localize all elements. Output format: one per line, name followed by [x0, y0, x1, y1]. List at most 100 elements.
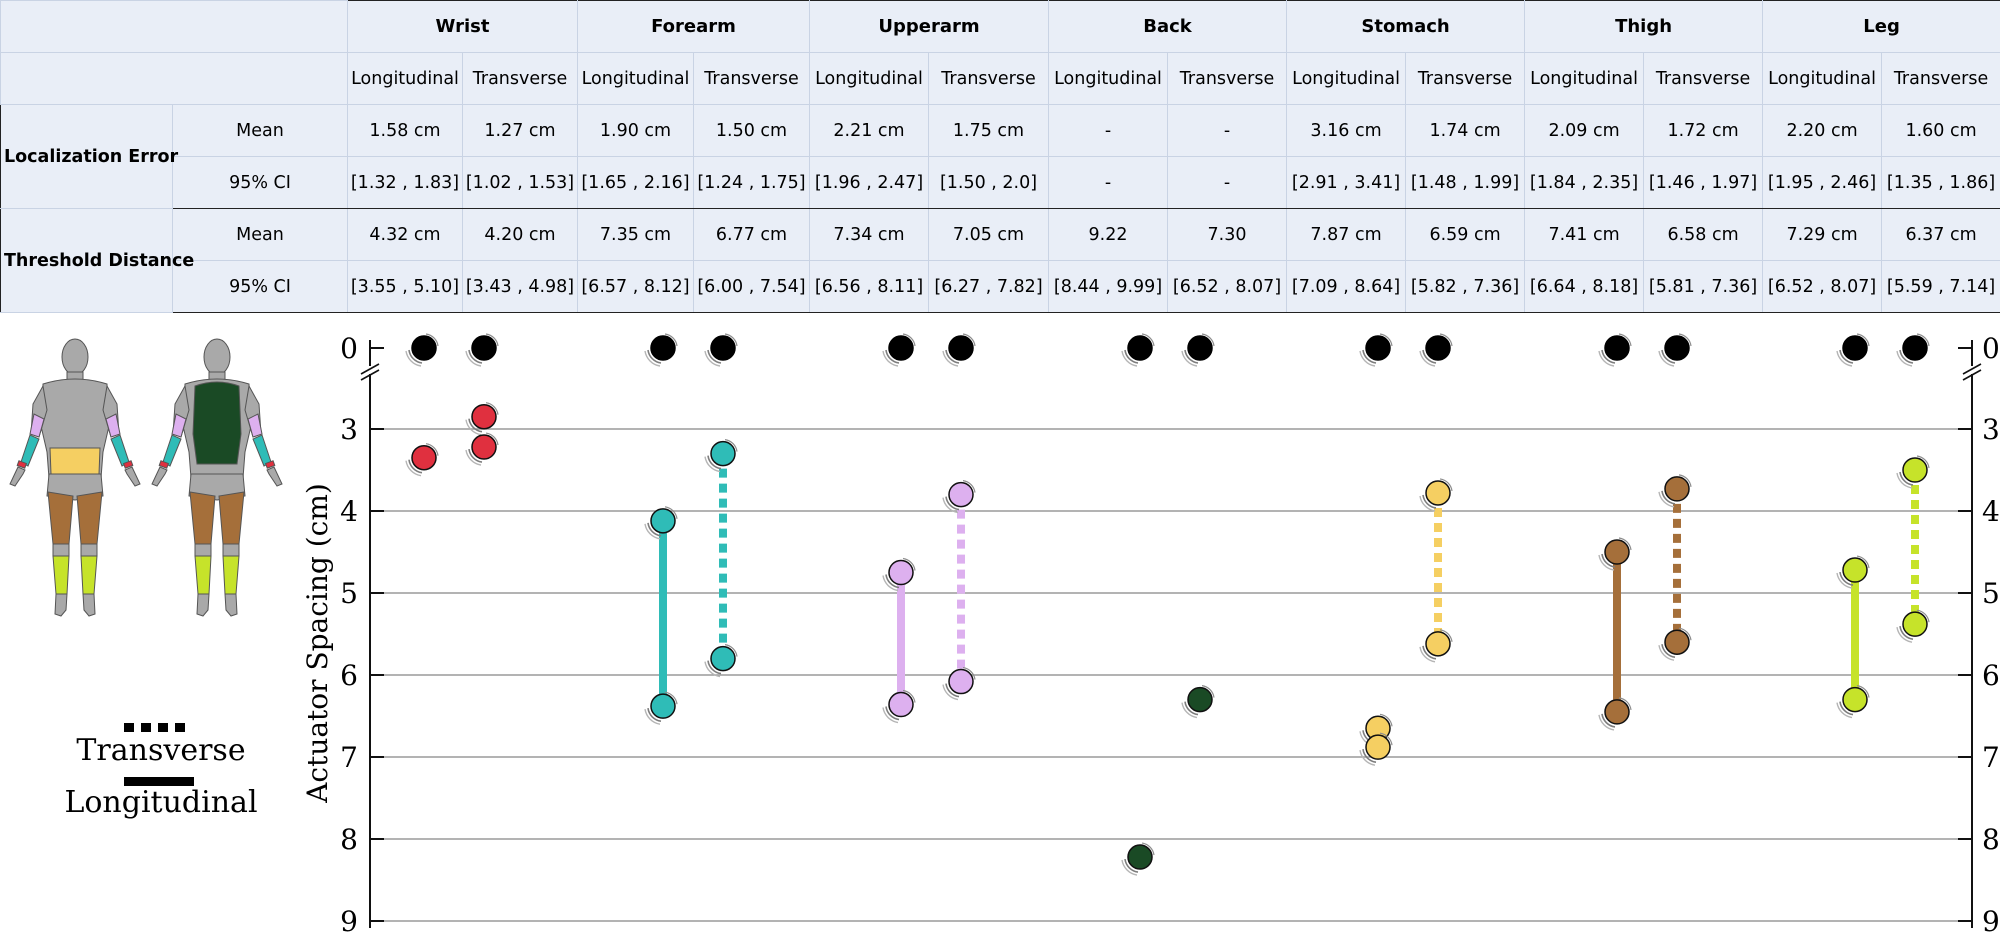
- table-cell: 4.20 cm: [462, 208, 578, 261]
- table-cell: [1.48 , 1.99]: [1405, 156, 1526, 209]
- direction-header: Longitudinal: [347, 52, 463, 105]
- table-cell: 1.27 cm: [462, 104, 578, 157]
- series-back-transverse: [1181, 685, 1215, 719]
- y-tick-label-left: 3: [340, 413, 358, 446]
- y-tick-label-right: 4: [1982, 495, 2000, 528]
- table-cell: [6.00 , 7.54]: [692, 260, 811, 313]
- table-cell: [3.55 , 5.10]: [347, 260, 463, 313]
- table-cell: 9.22: [1048, 208, 1169, 261]
- table-cell: [1.46 , 1.97]: [1643, 156, 1764, 209]
- table-cell: [5.81 , 7.36]: [1643, 260, 1764, 313]
- table-cell: [1.65 , 2.16]: [577, 156, 694, 209]
- data-point: [1598, 697, 1632, 731]
- data-point: [465, 402, 499, 436]
- reference-actuator: [1121, 333, 1155, 367]
- direction-header: Transverse: [1643, 52, 1764, 105]
- table-cell: 7.34 cm: [809, 208, 930, 261]
- body-figure-back: [151, 338, 283, 617]
- y-tick-label-left: 5: [340, 577, 358, 610]
- data-point: [1896, 455, 1930, 489]
- data-point: [1896, 609, 1930, 643]
- data-point: [1836, 555, 1870, 589]
- table-cell: 3.16 cm: [1286, 104, 1407, 157]
- direction-header: Transverse: [1405, 52, 1526, 105]
- direction-header: Transverse: [692, 52, 811, 105]
- table-cell: 6.59 cm: [1405, 208, 1526, 261]
- table-cell: -: [1048, 104, 1169, 157]
- table-cell: 6.77 cm: [692, 208, 811, 261]
- series-thigh-longitudinal: [1598, 537, 1632, 731]
- data-point: [1836, 685, 1870, 719]
- table-cell: [6.57 , 8.12]: [577, 260, 694, 313]
- y-tick-label-right: 5: [1982, 577, 2000, 610]
- table-cell: [1.96 , 2.47]: [809, 156, 930, 209]
- y-axis-label: Actuator Spacing (cm): [301, 483, 334, 804]
- table-cell: 7.29 cm: [1762, 208, 1883, 261]
- table-cell: [5.82 , 7.36]: [1405, 260, 1526, 313]
- table-cell: 7.41 cm: [1524, 208, 1645, 261]
- series-wrist-longitudinal: [405, 443, 439, 477]
- group-label: Localization Error: [0, 104, 178, 209]
- table-cell: -: [1167, 104, 1288, 157]
- table-cell: 7.30: [1167, 208, 1288, 261]
- reference-actuator: [1359, 333, 1393, 367]
- region-header: Thigh: [1524, 0, 1764, 53]
- table-cell: 1.58 cm: [347, 104, 463, 157]
- direction-header: Longitudinal: [1762, 52, 1883, 105]
- table-cell: 1.75 cm: [928, 104, 1050, 157]
- table-cell: -: [1167, 156, 1288, 209]
- legend-longitudinal-label: Longitudinal: [64, 785, 257, 820]
- group-label: Threshold Distance: [0, 208, 194, 313]
- legend-transverse-label: Transverse: [76, 733, 245, 768]
- region-header: Stomach: [1286, 0, 1526, 53]
- stat-label: Mean: [172, 104, 348, 157]
- stat-label: Mean: [172, 208, 348, 261]
- table-cell: [2.91 , 3.41]: [1286, 156, 1407, 209]
- table-cell: 7.35 cm: [577, 208, 694, 261]
- table-cell: -: [1048, 156, 1169, 209]
- data-point: [882, 689, 916, 724]
- series-wrist-transverse: [465, 402, 499, 466]
- direction-header: Transverse: [1881, 52, 2000, 105]
- spacing-chart: 0 0 3 3 4 4 5 5 6 6 7 7 8 8 9 9 Actuator Spacing (cm) Tr…: [9, 332, 2000, 938]
- y-tick-label-right: 3: [1982, 413, 2000, 446]
- table-corner: [0, 0, 348, 53]
- data-point: [882, 557, 916, 592]
- region-header: Wrist: [347, 0, 578, 53]
- data-point: [1419, 478, 1453, 512]
- data-point: [1658, 474, 1692, 508]
- table-cell: 2.09 cm: [1524, 104, 1645, 157]
- series-leg-longitudinal: [1836, 555, 1870, 719]
- reference-actuator: [1836, 333, 1870, 367]
- region-header: Leg: [1762, 0, 2000, 53]
- series-upperarm-transverse: [942, 480, 976, 701]
- table-cell: [8.44 , 9.99]: [1048, 260, 1169, 313]
- table-cell: 1.90 cm: [577, 104, 694, 157]
- table-cell: [6.27 , 7.82]: [928, 260, 1050, 313]
- table-cell: [1.50 , 2.0]: [928, 156, 1050, 209]
- reference-actuator: [405, 333, 439, 367]
- data-point: [942, 480, 976, 514]
- table-cell: 6.58 cm: [1643, 208, 1764, 261]
- y-tick-label-right: 9: [1982, 905, 2000, 938]
- data-point: [644, 506, 678, 540]
- direction-header: Transverse: [1167, 52, 1288, 105]
- y-tick-label-left: 8: [340, 823, 358, 856]
- reference-actuator: [942, 333, 976, 367]
- stat-label: 95% CI: [172, 260, 348, 313]
- body-figure-front: [9, 338, 141, 617]
- reference-actuator: [1181, 333, 1215, 367]
- data-point: [704, 439, 738, 473]
- data-point: [704, 644, 738, 678]
- table-cell: 1.74 cm: [1405, 104, 1526, 157]
- reference-actuator: [704, 333, 738, 367]
- series-stomach-longitudinal: [1359, 713, 1393, 766]
- reference-actuator: [1419, 333, 1453, 367]
- direction-header: Transverse: [928, 52, 1050, 105]
- direction-header: Longitudinal: [1524, 52, 1645, 105]
- data-point: [465, 432, 499, 466]
- legend-transverse-swatch: [124, 723, 185, 732]
- legend-longitudinal-swatch: [124, 777, 194, 786]
- axis-break: [1962, 363, 1982, 381]
- series-upperarm-longitudinal: [882, 557, 916, 724]
